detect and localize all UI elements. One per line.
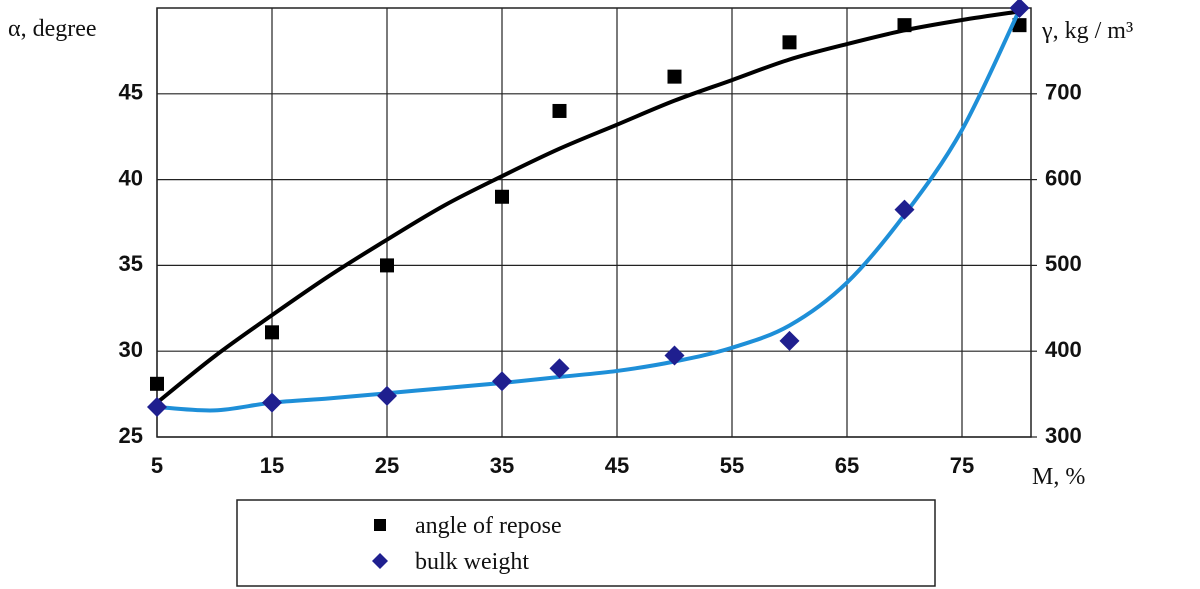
point [782,35,797,50]
x-tick-label: 25 [375,453,399,478]
point [150,376,164,391]
x-tick-label: 35 [490,453,514,478]
y-tick-label: 35 [119,251,143,276]
trend-line [155,9,1020,405]
y-tick-label: 30 [119,337,143,362]
trend-line [156,8,1022,413]
x-tick-label: 55 [720,453,744,478]
y2-tick-label: 300 [1045,423,1082,448]
legend-label: bulk weight [415,549,529,575]
legend-label: angle of repose [415,513,562,539]
point [492,371,512,392]
x-tick-label: 15 [260,453,284,478]
legend-box [236,499,936,587]
point [1009,0,1030,18]
y-axis-label: α, degree [8,16,97,42]
x-tick-label: 45 [605,453,629,478]
point [667,69,682,84]
point [147,396,167,417]
point [549,358,570,379]
y2-axis-label: γ, kg / m³ [1041,18,1133,44]
y-tick-label: 45 [119,80,143,105]
point [779,330,800,351]
point [262,392,282,413]
x-tick-label: 5 [151,453,163,478]
x-tick-label: 65 [835,453,859,478]
point [664,345,685,366]
point [897,18,912,33]
point [552,103,567,118]
y-tick-label: 25 [119,423,143,448]
point [380,258,394,273]
point [894,199,915,220]
y2-tick-label: 600 [1045,165,1082,190]
y2-tick-label: 500 [1045,251,1082,276]
point [377,385,397,406]
x-tick-label: 75 [950,453,974,478]
x-axis-label: M, % [1032,464,1085,490]
legend-marker [374,519,386,531]
y-tick-label: 40 [119,165,143,190]
legend-marker [372,553,388,569]
point [265,325,279,340]
y2-tick-label: 400 [1045,337,1082,362]
y2-tick-label: 700 [1045,80,1082,105]
point [495,189,509,204]
